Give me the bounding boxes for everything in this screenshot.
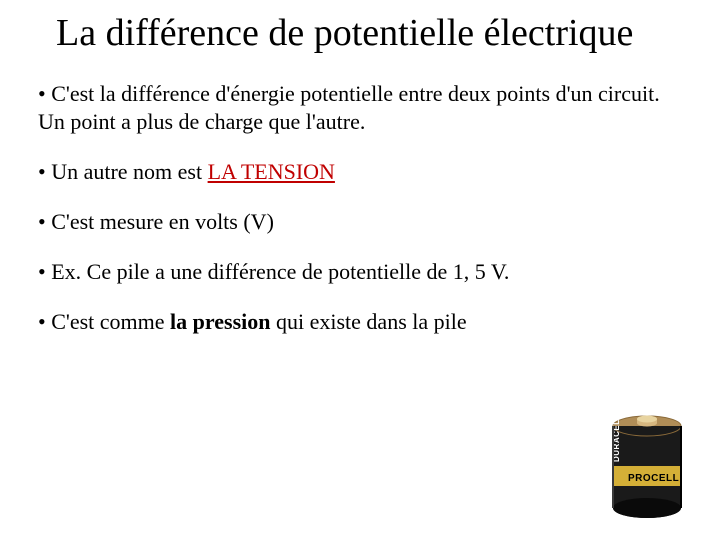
bullet-example: • Ex. Ce pile a une différence de potent… bbox=[38, 258, 682, 286]
slide-title: La différence de potentielle électrique bbox=[38, 12, 682, 56]
battery-image: DURACELL PROCELL bbox=[602, 408, 692, 518]
bullet-pression-suffix: qui existe dans la pile bbox=[271, 309, 467, 334]
bullet-volts: • C'est mesure en volts (V) bbox=[38, 208, 682, 236]
bullet-pression-prefix: • C'est comme bbox=[38, 309, 170, 334]
svg-text:PROCELL: PROCELL bbox=[628, 473, 679, 484]
slide-container: La différence de potentielle électrique … bbox=[0, 0, 720, 337]
pression-bold: la pression bbox=[170, 309, 270, 334]
bullet-definition: • C'est la différence d'énergie potentie… bbox=[38, 80, 682, 136]
tension-highlight: LA TENSION bbox=[208, 159, 335, 184]
bullet-pression: • C'est comme la pression qui existe dan… bbox=[38, 308, 682, 336]
bullet-tension: • Un autre nom est LA TENSION bbox=[38, 158, 682, 186]
bullet-tension-prefix: • Un autre nom est bbox=[38, 159, 208, 184]
